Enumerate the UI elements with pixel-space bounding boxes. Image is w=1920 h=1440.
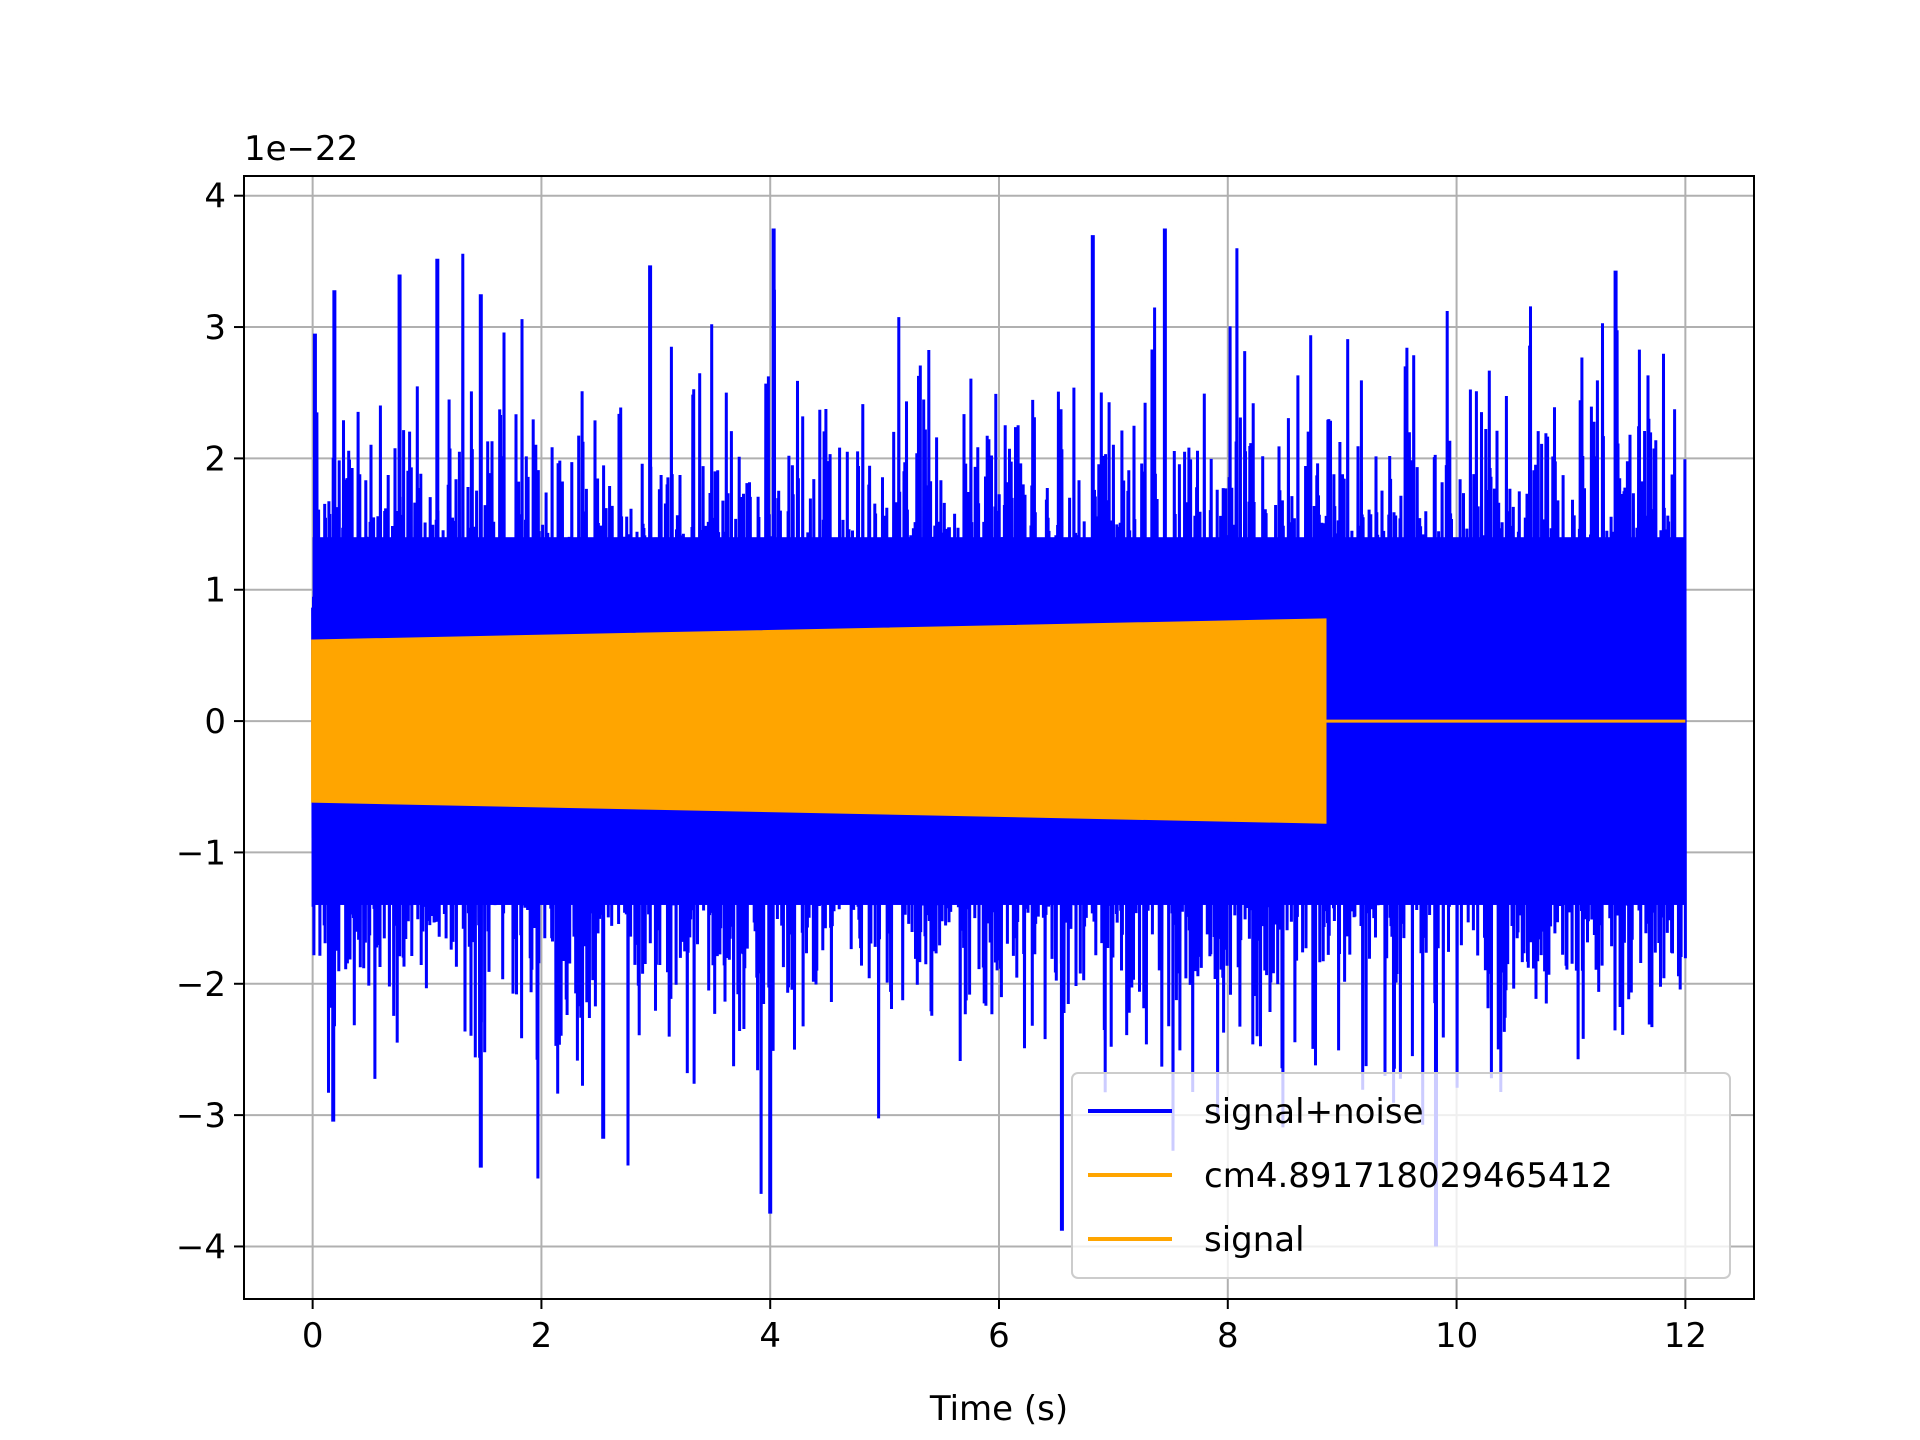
x-tick-label: 6: [988, 1316, 1010, 1356]
legend-label: signal+noise: [1204, 1092, 1424, 1132]
x-tick-label: 2: [531, 1316, 553, 1356]
y-tick-label: 2: [204, 439, 226, 479]
y-tick-label: 3: [204, 308, 226, 348]
y-tick-label: 0: [204, 702, 226, 742]
x-tick-label: 10: [1435, 1316, 1478, 1356]
signal-chirp-band: [311, 618, 1327, 824]
offset-text: 1e−22: [244, 129, 358, 169]
x-tick-label: 0: [302, 1316, 324, 1356]
data-layer: [311, 228, 1687, 1247]
x-tick-label: 4: [759, 1316, 781, 1356]
y-tick-label: −4: [176, 1227, 226, 1267]
x-axis-label: Time (s): [929, 1389, 1068, 1429]
y-tick-label: 1: [204, 571, 226, 611]
y-tick-label: −1: [176, 833, 226, 873]
legend-box: [1071, 1072, 1731, 1279]
legend-label: cm4.891718029465412: [1204, 1156, 1613, 1196]
x-tick-label: 12: [1664, 1316, 1707, 1356]
y-tick-label: −2: [176, 965, 226, 1005]
x-tick-label: 8: [1217, 1316, 1239, 1356]
y-tick-label: −3: [176, 1096, 226, 1136]
legend: signal+noise cm4.891718029465412 signal: [1071, 1072, 1731, 1279]
y-tick-label: 4: [204, 177, 226, 217]
legend-label: signal: [1204, 1220, 1305, 1260]
